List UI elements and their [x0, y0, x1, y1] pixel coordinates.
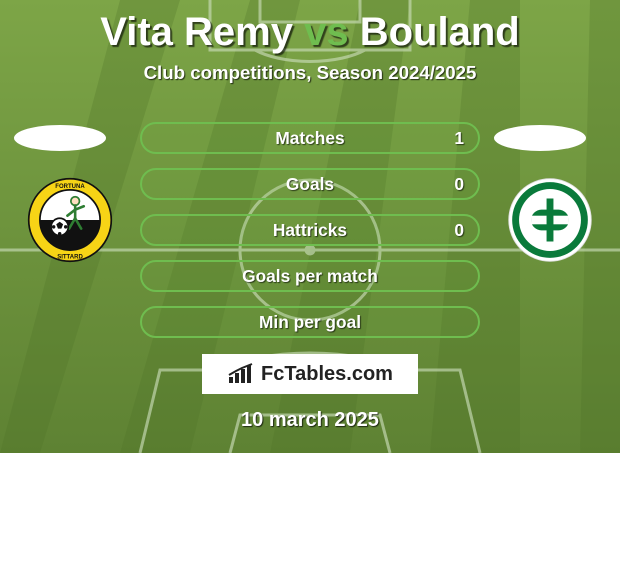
stat-label: Goals: [142, 170, 478, 198]
stat-right-value: 1: [454, 124, 478, 152]
club-right-logo: [507, 177, 593, 263]
club-left-logo: FORTUNA SITTARD: [27, 177, 113, 263]
stat-left-value: [142, 216, 156, 244]
stat-right-value: 0: [454, 170, 478, 198]
svg-text:SITTARD: SITTARD: [57, 255, 83, 261]
player-left-avatar-placeholder: [14, 125, 106, 151]
page-title: Vita Remy vs Bouland: [0, 10, 620, 55]
subtitle: Club competitions, Season 2024/2025: [0, 62, 620, 84]
stat-label: Matches: [142, 124, 478, 152]
stat-left-value: [142, 308, 156, 336]
stat-left-value: [142, 262, 156, 290]
title-vs: vs: [304, 10, 349, 54]
stat-row-min-per-goal: Min per goal: [140, 306, 480, 338]
player-right-avatar-placeholder: [494, 125, 586, 151]
stat-right-value: [464, 262, 478, 290]
stat-row-goals-per-match: Goals per match: [140, 260, 480, 292]
stat-row-goals: Goals 0: [140, 168, 480, 200]
stat-left-value: [142, 124, 156, 152]
watermark: FcTables.com: [202, 354, 418, 394]
stat-left-value: [142, 170, 156, 198]
stat-row-matches: Matches 1: [140, 122, 480, 154]
stat-right-value: [464, 308, 478, 336]
comparison-card: Vita Remy vs Bouland Club competitions, …: [0, 0, 620, 580]
bar-chart-rising-icon: [227, 363, 255, 385]
watermark-text: FcTables.com: [261, 363, 393, 386]
stat-label: Goals per match: [142, 262, 478, 290]
stat-right-value: 0: [454, 216, 478, 244]
stat-label: Hattricks: [142, 216, 478, 244]
stat-label: Min per goal: [142, 308, 478, 336]
svg-text:FORTUNA: FORTUNA: [55, 184, 85, 190]
stat-row-hattricks: Hattricks 0: [140, 214, 480, 246]
player-left-name: Vita Remy: [100, 10, 293, 54]
player-right-name: Bouland: [360, 10, 520, 54]
date-line: 10 march 2025: [0, 409, 620, 432]
